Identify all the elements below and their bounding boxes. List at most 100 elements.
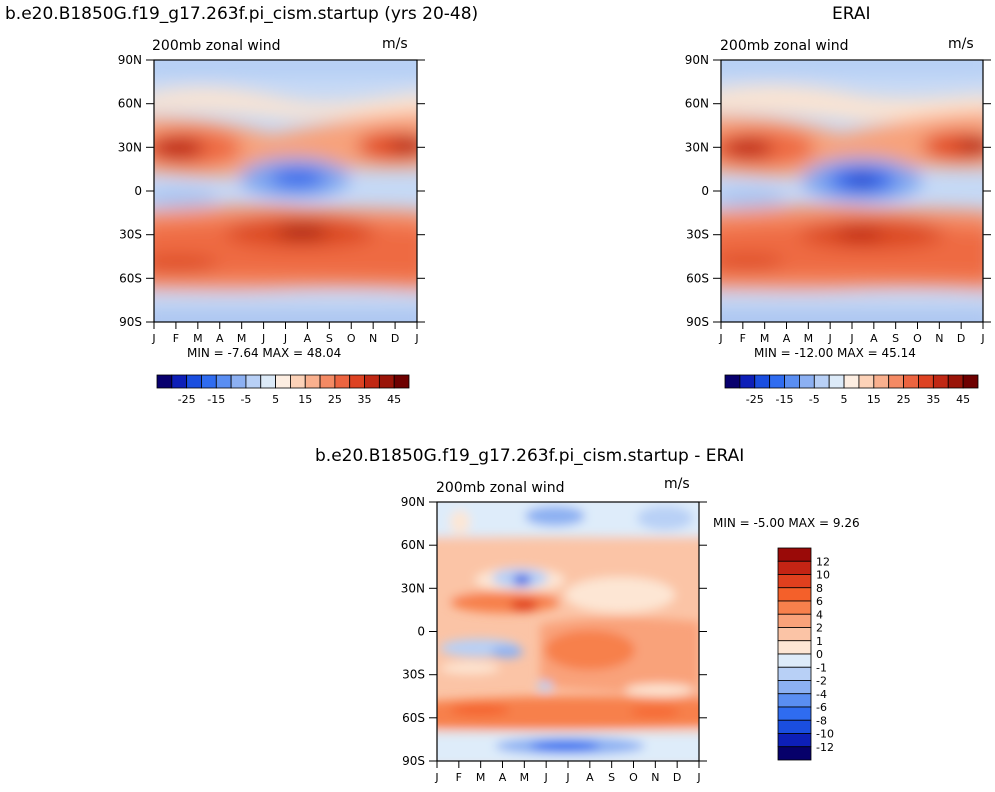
xtick-label: J — [565, 771, 569, 784]
colorbar-swatch — [349, 374, 365, 389]
xtick-label: F — [456, 771, 462, 784]
ytick-label: 90S — [402, 754, 425, 768]
ytick-label: 90S — [119, 315, 142, 329]
xtick-label: M — [476, 771, 486, 784]
colorbar-swatch — [962, 374, 979, 389]
obs-subtitle: 200mb zonal wind — [720, 38, 849, 54]
ytick-label: 0 — [701, 184, 709, 198]
colorbar-swatch — [932, 374, 949, 389]
obs-colorbar: -25 -15 -5 5 15 25 35 45 — [724, 374, 979, 406]
model-minmax: MIN = -7.64 MAX = 48.04 — [187, 346, 342, 360]
xtick-label: D — [673, 771, 681, 784]
colorbar-label: 5 — [272, 393, 279, 406]
xtick-label: S — [326, 332, 333, 345]
colorbar-swatch — [156, 374, 173, 389]
xtick-label: A — [783, 332, 791, 345]
colorbar-swatch — [777, 733, 812, 748]
obs-title: ERAI — [832, 4, 871, 24]
colorbar-swatch — [777, 613, 812, 628]
colorbar-swatch — [888, 374, 904, 389]
ytick-label: 30S — [402, 668, 425, 682]
colorbar-swatch — [777, 574, 812, 589]
colorbar-swatch — [754, 374, 771, 389]
colorbar-swatch — [777, 746, 812, 761]
xtick-label: N — [651, 771, 659, 784]
colorbar-swatch — [393, 374, 410, 389]
diff-minmax: MIN = -5.00 MAX = 9.26 — [713, 516, 860, 530]
colorbar-swatch — [739, 374, 756, 389]
colorbar-swatch — [201, 374, 217, 389]
colorbar-swatch — [784, 374, 800, 389]
obs-minmax: MIN = -12.00 MAX = 45.14 — [754, 346, 916, 360]
ytick-label: 90S — [686, 315, 709, 329]
colorbar-label: -25 — [746, 393, 764, 406]
colorbar-swatch — [777, 693, 812, 708]
colorbar-label: -5 — [240, 393, 251, 406]
xtick-label: J — [828, 332, 832, 345]
ytick-label: 90N — [685, 53, 709, 67]
colorbar-label: -4 — [816, 688, 827, 701]
xtick-label: A — [586, 771, 594, 784]
model-units: m/s — [382, 36, 408, 52]
colorbar-swatch — [947, 374, 964, 389]
colorbar-swatch — [260, 374, 276, 389]
colorbar-label: -2 — [816, 675, 827, 688]
ytick-label: 60N — [118, 97, 142, 111]
colorbar-swatch — [828, 374, 845, 389]
colorbar-label: -25 — [178, 393, 196, 406]
colorbar-swatch — [724, 374, 741, 389]
xtick-label: O — [347, 332, 356, 345]
xtick-label: J — [151, 332, 155, 345]
colorbar-swatch — [769, 374, 785, 389]
colorbar-label: 45 — [956, 393, 970, 406]
xtick-label: A — [870, 332, 878, 345]
xtick-label: A — [216, 332, 224, 345]
xtick-label: N — [369, 332, 377, 345]
xtick-label: M — [760, 332, 770, 345]
xtick-label: J — [980, 332, 984, 345]
colorbar-label: -12 — [816, 741, 834, 754]
colorbar-label: 15 — [298, 393, 312, 406]
colorbar-swatch — [813, 374, 830, 389]
colorbar-label: 6 — [816, 595, 823, 608]
diff-subtitle: 200mb zonal wind — [436, 480, 565, 496]
colorbar-swatch — [777, 600, 812, 615]
model-subtitle: 200mb zonal wind — [152, 38, 281, 54]
ytick-label: 60S — [686, 271, 709, 285]
ytick-label: 60N — [401, 538, 425, 552]
colorbar-swatch — [378, 374, 395, 389]
ytick-label: 30N — [118, 140, 142, 154]
diff-contour-field — [437, 502, 699, 761]
colorbar-swatch — [275, 374, 291, 389]
ytick-label: 30S — [119, 228, 142, 242]
xtick-label: M — [520, 771, 530, 784]
ytick-label: 60S — [402, 711, 425, 725]
ytick-label: 60S — [119, 271, 142, 285]
colorbar-swatch — [777, 680, 812, 695]
xtick-label: J — [261, 332, 265, 345]
colorbar-swatch — [777, 719, 812, 734]
xtick-label: F — [740, 332, 746, 345]
colorbar-swatch — [777, 627, 812, 642]
colorbar-swatch — [843, 374, 860, 389]
colorbar-swatch — [334, 374, 351, 389]
colorbar-swatch — [364, 374, 380, 389]
model-contour-field — [154, 60, 417, 322]
ytick-label: 30N — [401, 581, 425, 595]
colorbar-label: 4 — [816, 608, 823, 621]
colorbar-label: 12 — [816, 555, 830, 568]
colorbar-swatch — [186, 374, 202, 389]
colorbar-swatch — [777, 706, 812, 721]
ytick-label: 60N — [685, 97, 709, 111]
colorbar-label: -5 — [809, 393, 820, 406]
diff-y-axis: 90N 60N 30N 0 30S 60S 90S — [401, 495, 707, 768]
colorbar-swatch — [777, 587, 812, 602]
diff-units: m/s — [664, 476, 690, 492]
colorbar-label: -8 — [816, 714, 827, 727]
ytick-label: 0 — [134, 184, 142, 198]
xtick-label: O — [629, 771, 638, 784]
